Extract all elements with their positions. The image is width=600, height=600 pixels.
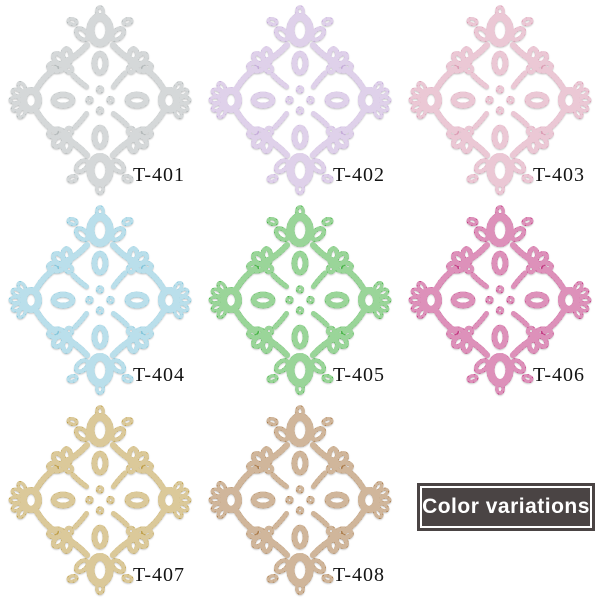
variant-cell-t-408: T-408 [200,400,400,600]
variant-code-label: T-408 [332,564,385,586]
color-variations-badge: Color variations [417,483,595,531]
variant-cell-t-407: T-407 [0,400,200,600]
variant-cell-t-405: T-405 [200,200,400,400]
badge-label: Color variations [422,495,590,518]
badge-cell: Color variations [400,400,600,600]
variant-code-label: T-404 [132,364,185,386]
variant-code-label: T-402 [332,164,385,186]
variant-cell-t-402: T-402 [200,0,400,200]
variant-code-label: T-406 [532,364,585,386]
variant-code-label: T-405 [332,364,385,386]
variant-cell-t-406: T-406 [400,200,600,400]
variant-cell-t-403: T-403 [400,0,600,200]
variant-cell-t-401: T-401 [0,0,200,200]
variant-code-label: T-407 [132,564,185,586]
variant-code-label: T-403 [532,164,585,186]
variant-code-label: T-401 [132,164,185,186]
variant-cell-t-404: T-404 [0,200,200,400]
